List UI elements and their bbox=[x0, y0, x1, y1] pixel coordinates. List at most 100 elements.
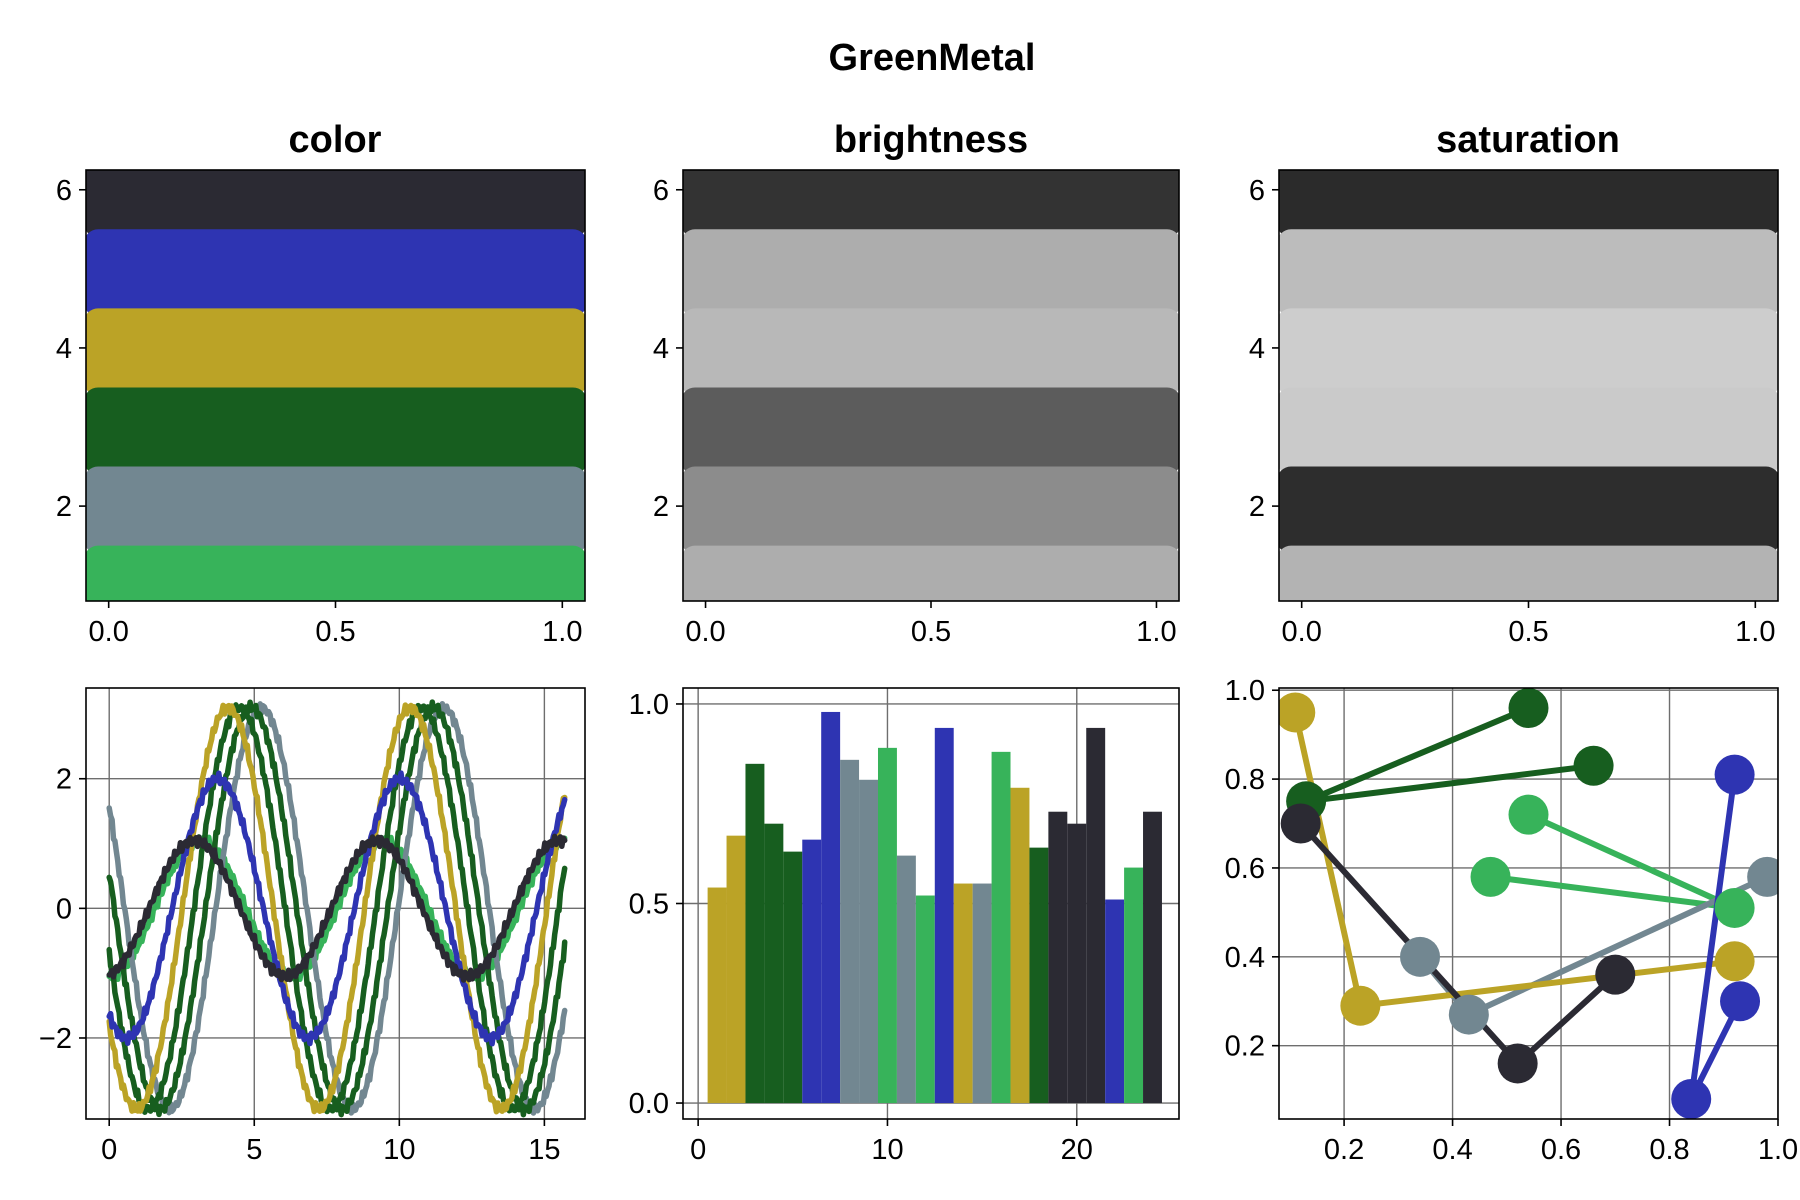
x-tick-label: 1.0 bbox=[1758, 1134, 1798, 1166]
color-band bbox=[86, 170, 585, 238]
y-tick-label: 4 bbox=[653, 333, 669, 365]
color-band bbox=[683, 387, 1179, 475]
line-series bbox=[106, 833, 568, 983]
color-band bbox=[1279, 170, 1778, 238]
y-tick-label: 0.8 bbox=[1225, 764, 1265, 796]
axes-frame bbox=[1278, 687, 1779, 1120]
line-series bbox=[106, 702, 568, 1115]
color-band bbox=[86, 229, 585, 317]
y-tick-label: 6 bbox=[1249, 175, 1265, 207]
y-tick-label: 2 bbox=[1249, 491, 1265, 523]
plot-area-scatter: 0.2 0.4 0.6 0.8 1.0 0.2 0.4 0.6 0.8 1.0 bbox=[1225, 675, 1798, 1166]
color-band bbox=[86, 545, 585, 601]
y-tick-label: 2 bbox=[56, 764, 72, 796]
scatter-point bbox=[1400, 936, 1441, 977]
color-band bbox=[1279, 229, 1778, 317]
x-tick-label: 1.0 bbox=[1136, 616, 1176, 648]
bar bbox=[764, 823, 784, 1104]
panel-title-brightness: brightness bbox=[834, 119, 1028, 161]
plot-content bbox=[683, 170, 1179, 601]
color-band bbox=[86, 387, 585, 475]
bar bbox=[1124, 867, 1144, 1104]
y-tick-label: 0.5 bbox=[629, 889, 669, 921]
bar bbox=[991, 751, 1011, 1104]
scatter-point bbox=[1747, 856, 1778, 897]
x-tick-label: 0.5 bbox=[315, 616, 355, 648]
color-band bbox=[1279, 308, 1778, 396]
bar bbox=[877, 747, 897, 1104]
plot-content bbox=[86, 170, 585, 601]
bar bbox=[745, 763, 765, 1104]
plot-area-lines: 0 5 10 15 −2 0 2 bbox=[39, 687, 586, 1166]
x-tick-label: 0.0 bbox=[1282, 616, 1322, 648]
panel-bars: 0 10 20 0.0 0.5 1.0 bbox=[629, 687, 1180, 1166]
y-tick-label: 1.0 bbox=[1225, 675, 1265, 707]
panel-saturation: saturation 0.0 0.5 1.0 2 4 6 bbox=[1249, 119, 1779, 648]
y-tick-label: 0.2 bbox=[1225, 1031, 1265, 1063]
scatter-point bbox=[1714, 887, 1755, 928]
bar bbox=[953, 883, 973, 1104]
x-tick-label: 0 bbox=[101, 1134, 117, 1166]
bar bbox=[1048, 811, 1068, 1104]
x-tick-label: 15 bbox=[528, 1134, 560, 1166]
y-tick-label: 0.6 bbox=[1225, 853, 1265, 885]
panel-title-color: color bbox=[289, 119, 382, 161]
plot-area-brightness: 0.0 0.5 1.0 2 4 6 bbox=[653, 169, 1180, 648]
color-band bbox=[1279, 466, 1778, 554]
y-tick-label: 0 bbox=[56, 893, 72, 925]
scatter-point bbox=[1280, 803, 1321, 844]
bar bbox=[802, 839, 822, 1104]
scatter-line bbox=[1292, 711, 1735, 1009]
bar bbox=[726, 835, 746, 1104]
scatter-point bbox=[1714, 754, 1755, 795]
y-tick-label: 1.0 bbox=[629, 689, 669, 721]
scatter-point bbox=[1470, 856, 1511, 897]
line-series bbox=[106, 702, 568, 1115]
color-band bbox=[683, 308, 1179, 396]
y-tick-label: 4 bbox=[56, 333, 72, 365]
bar bbox=[1010, 787, 1030, 1104]
bar bbox=[1105, 899, 1125, 1104]
scatter-point bbox=[1279, 692, 1316, 733]
panel-scatter: 0.2 0.4 0.6 0.8 1.0 0.2 0.4 0.6 0.8 1.0 bbox=[1225, 675, 1798, 1166]
plot-area-color: 0.0 0.5 1.0 2 4 6 bbox=[56, 169, 586, 648]
color-band bbox=[86, 308, 585, 396]
y-tick-label: 6 bbox=[653, 175, 669, 207]
scatter-point bbox=[1595, 954, 1636, 995]
scatter-point bbox=[1714, 941, 1755, 982]
bar bbox=[1143, 811, 1162, 1104]
x-tick-label: 20 bbox=[1061, 1134, 1093, 1166]
x-tick-label: 0.2 bbox=[1324, 1134, 1364, 1166]
scatter-point bbox=[1448, 994, 1489, 1035]
scatter-point bbox=[1573, 745, 1614, 786]
bar bbox=[1067, 823, 1087, 1104]
bar bbox=[972, 883, 992, 1104]
y-tick-label: 0.0 bbox=[629, 1088, 669, 1120]
plot-content bbox=[86, 688, 585, 1119]
bar bbox=[934, 727, 954, 1104]
plot-content bbox=[1279, 170, 1778, 601]
plot-area-saturation: 0.0 0.5 1.0 2 4 6 bbox=[1249, 169, 1779, 648]
scatter-point bbox=[1340, 985, 1381, 1026]
scatter-point bbox=[1508, 688, 1549, 728]
bar bbox=[840, 759, 860, 1104]
bar bbox=[707, 887, 727, 1104]
x-tick-label: 1.0 bbox=[1735, 616, 1775, 648]
scatter-point bbox=[1497, 1043, 1538, 1084]
plot-area-bars: 0 10 20 0.0 0.5 1.0 bbox=[629, 687, 1180, 1166]
color-band bbox=[683, 545, 1179, 601]
x-tick-label: 0.5 bbox=[1508, 616, 1548, 648]
x-tick-label: 0.0 bbox=[89, 616, 129, 648]
y-tick-label: −2 bbox=[39, 1023, 72, 1055]
bar bbox=[859, 779, 878, 1104]
color-band bbox=[1279, 545, 1778, 601]
x-tick-label: 0.0 bbox=[685, 616, 725, 648]
y-tick-label: 6 bbox=[56, 175, 72, 207]
scatter-point bbox=[1720, 981, 1761, 1022]
scatter-point bbox=[1508, 794, 1549, 835]
bar bbox=[896, 855, 916, 1104]
bar bbox=[1086, 727, 1106, 1104]
y-tick-label: 0.4 bbox=[1225, 942, 1265, 974]
color-band bbox=[683, 466, 1179, 554]
